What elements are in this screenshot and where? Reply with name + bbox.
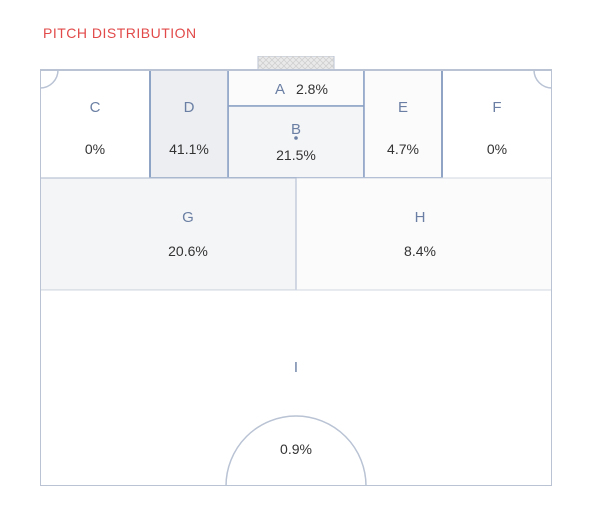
zone-g-label: G: [182, 209, 194, 226]
zone-i-label: I: [294, 359, 298, 376]
zone-g-value: 20.6%: [168, 243, 208, 259]
pitch-diagram: A 2.8% B 21.5% C 0% D 41.1% E 4.7% F 0% …: [40, 56, 552, 486]
chart-title: PITCH DISTRIBUTION: [43, 25, 197, 41]
zone-h-value: 8.4%: [404, 243, 436, 259]
zone-d-label: D: [184, 99, 195, 116]
zone-d-box: [150, 70, 228, 178]
zone-h-label: H: [415, 209, 426, 226]
zone-i-value: 0.9%: [280, 441, 312, 457]
zone-e-label: E: [398, 99, 408, 116]
goal-net: [244, 56, 342, 70]
zone-f-label: F: [492, 99, 501, 116]
zone-e-value: 4.7%: [387, 141, 419, 157]
zone-h-box: [296, 178, 552, 290]
zone-b-label: B: [291, 121, 301, 138]
zone-e-box: [364, 70, 442, 178]
zone-c-value: 0%: [85, 141, 105, 157]
zone-f-value: 0%: [487, 141, 507, 157]
zone-a-label: A: [275, 81, 285, 98]
zone-d-value: 41.1%: [169, 141, 209, 157]
zone-b-value: 21.5%: [276, 147, 316, 163]
zone-c-label: C: [90, 99, 101, 116]
zone-b-box: [228, 106, 364, 178]
zone-g-box: [40, 178, 296, 290]
zone-a-value: 2.8%: [296, 81, 328, 97]
